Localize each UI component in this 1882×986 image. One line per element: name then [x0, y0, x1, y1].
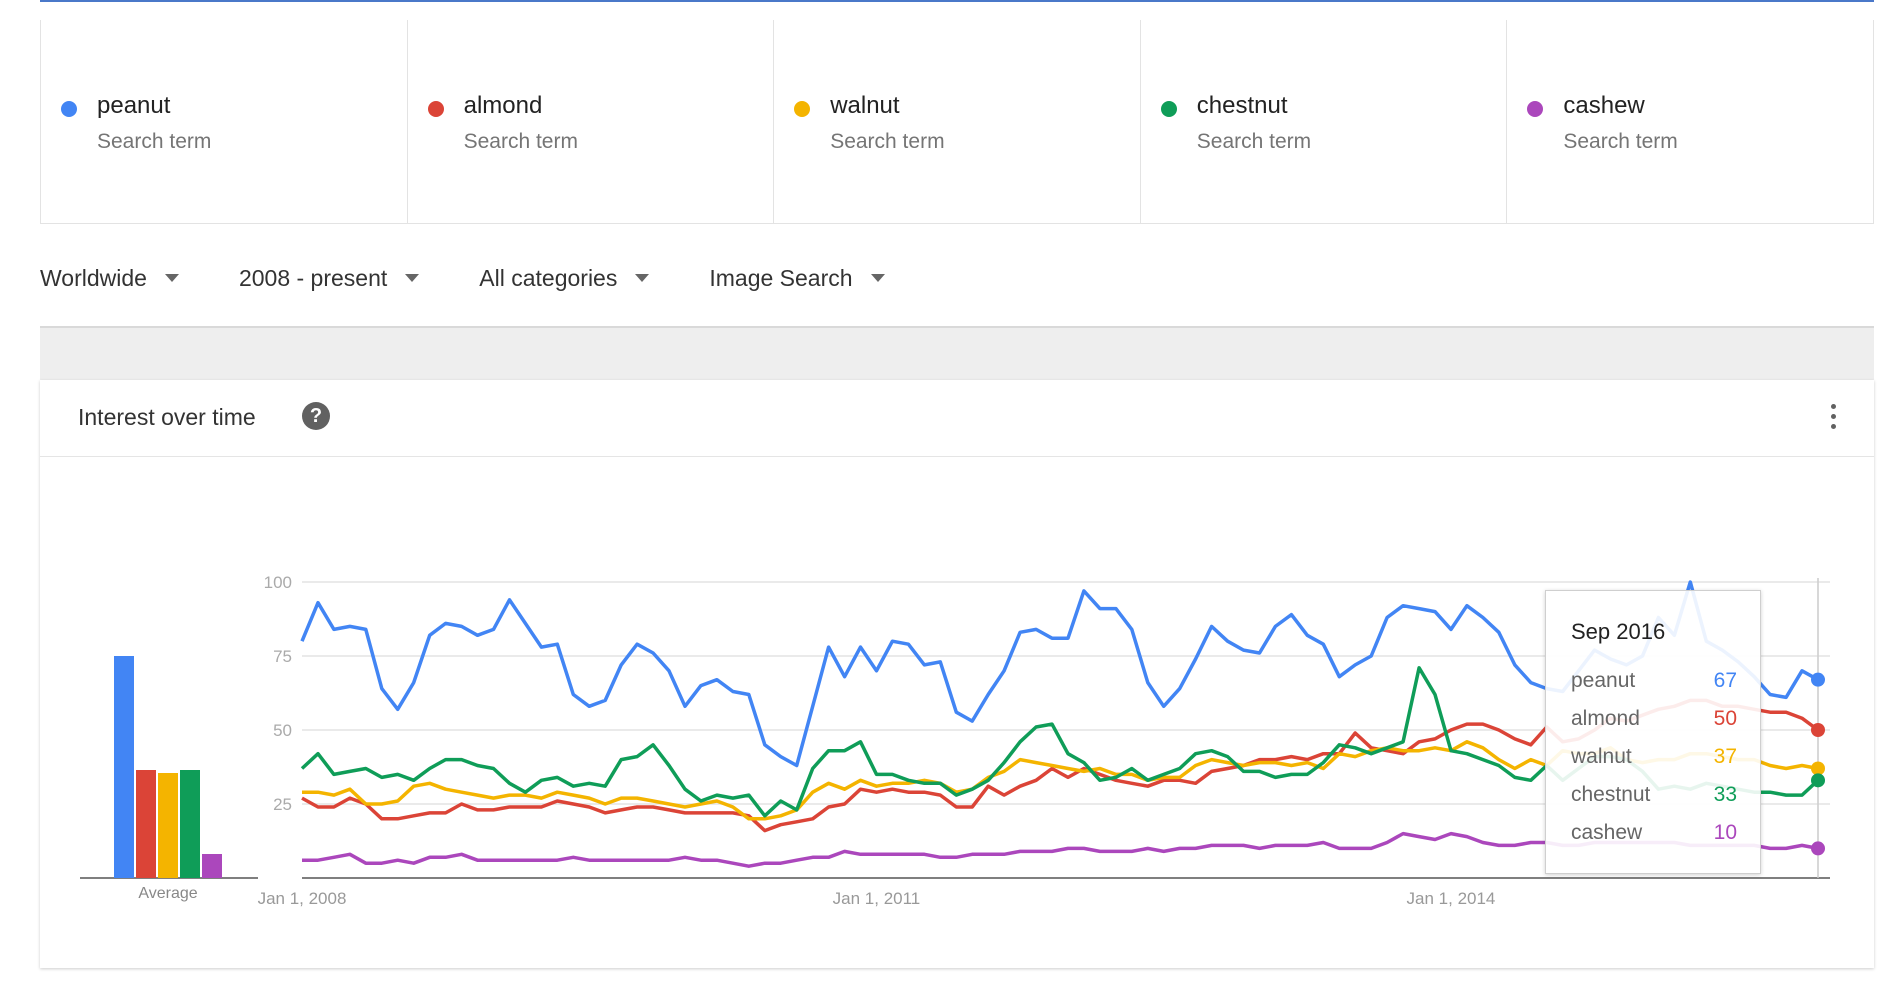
filter-divider: [40, 326, 1874, 328]
question-circle-icon[interactable]: ?: [302, 402, 330, 430]
caret-down-icon: [164, 274, 179, 282]
panel-header: Interest over time ?: [40, 380, 1874, 457]
term-card-walnut[interactable]: walnut Search term: [774, 20, 1141, 223]
term-color-dot: [1527, 101, 1544, 117]
tooltip-row-almond: almond 50: [1571, 707, 1737, 737]
term-color-dot: [61, 101, 77, 117]
series-endpoint-cashew: [1811, 841, 1825, 856]
top-rule: [40, 0, 1874, 2]
term-type: Search term: [1563, 130, 1678, 153]
term-name: walnut: [830, 92, 900, 119]
more-vert-icon[interactable]: [1828, 402, 1838, 434]
term-type: Search term: [830, 130, 945, 153]
y-tick-label: 50: [273, 721, 292, 740]
tooltip-label: cashew: [1571, 821, 1643, 844]
y-tick-label: 25: [273, 795, 292, 814]
average-bar-peanut: [114, 656, 134, 878]
tooltip-label: walnut: [1571, 745, 1632, 768]
x-tick-label: Jan 1, 2011: [833, 889, 921, 908]
tooltip-row-walnut: walnut 37: [1571, 745, 1737, 775]
tooltip-label: chestnut: [1571, 783, 1651, 806]
average-bar-cashew: [202, 854, 222, 878]
filter-bar: Worldwide 2008 - present All categories …: [40, 258, 945, 298]
average-bar-chart: Average: [80, 656, 258, 902]
average-bar-almond: [136, 770, 156, 878]
series-endpoint-almond: [1811, 723, 1825, 737]
term-color-dot: [794, 101, 811, 117]
average-bar-chestnut: [180, 770, 200, 878]
tooltip-date: Sep 2016: [1571, 619, 1666, 644]
term-name: cashew: [1563, 92, 1645, 119]
tooltip-value: 10: [1713, 821, 1737, 844]
tooltip-row-cashew: cashew 10: [1571, 821, 1737, 851]
term-color-dot: [1160, 101, 1177, 117]
tooltip-row-peanut: peanut 67: [1571, 669, 1737, 699]
tooltip-value: 50: [1713, 707, 1737, 730]
term-type: Search term: [1196, 130, 1312, 153]
caret-down-icon: [635, 274, 650, 282]
series-endpoint-walnut: [1811, 761, 1825, 776]
search-terms-row: peanut Search term almond Search term wa…: [40, 20, 1874, 224]
term-card-cashew[interactable]: cashew Search term: [1507, 20, 1873, 223]
y-tick-label: 75: [273, 647, 292, 666]
series-endpoint-peanut: [1811, 672, 1825, 687]
term-card-almond[interactable]: almond Search term: [408, 20, 775, 223]
x-tick-label: Jan 1, 2014: [1407, 889, 1496, 908]
tooltip-value: 33: [1713, 783, 1737, 806]
term-type: Search term: [97, 130, 212, 153]
x-tick-label: Jan 1, 2008: [258, 889, 347, 908]
section-gap: [40, 328, 1874, 380]
dropdown-label: 2008 - present: [238, 264, 388, 291]
term-card-chestnut[interactable]: chestnut Search term: [1141, 20, 1508, 223]
tooltip-label: peanut: [1571, 669, 1636, 692]
dropdown-label: Worldwide: [40, 264, 147, 291]
tooltip-label: almond: [1571, 707, 1640, 730]
average-bar-walnut: [158, 773, 178, 878]
line-chart: 25 50 75 100 Jan 1, 2008 Jan 1, 2011 Jan 1, 20…: [258, 573, 1830, 908]
y-tick-label: 100: [264, 573, 292, 592]
term-name: almond: [463, 92, 543, 119]
average-label: Average: [138, 885, 197, 902]
tooltip-row-chestnut: chestnut 33: [1571, 783, 1737, 813]
term-name: peanut: [97, 92, 171, 119]
region-dropdown[interactable]: Worldwide: [40, 258, 179, 298]
term-color-dot: [427, 101, 444, 117]
interest-chart[interactable]: Average 25 50 75 100 Jan 1, 2008 Jan 1, 2011 J…: [40, 456, 1874, 968]
dropdown-label: Image Search: [709, 264, 853, 291]
time-range-dropdown[interactable]: 2008 - present: [238, 258, 420, 298]
caret-down-icon: [405, 274, 420, 282]
dropdown-label: All categories: [479, 264, 618, 291]
term-card-peanut[interactable]: peanut Search term: [41, 20, 408, 223]
tooltip-value: 37: [1713, 745, 1737, 768]
series-endpoint-chestnut: [1811, 773, 1825, 788]
caret-down-icon: [870, 274, 885, 282]
term-name: chestnut: [1196, 92, 1288, 119]
panel-title: Interest over time: [78, 404, 256, 430]
tooltip-value: 67: [1713, 669, 1737, 692]
search-type-dropdown[interactable]: Image Search: [709, 258, 885, 298]
category-dropdown[interactable]: All categories: [479, 258, 650, 298]
term-type: Search term: [463, 130, 578, 153]
hover-tooltip: Sep 2016 peanut 67 almond 50 walnut 37 c…: [1545, 590, 1761, 874]
